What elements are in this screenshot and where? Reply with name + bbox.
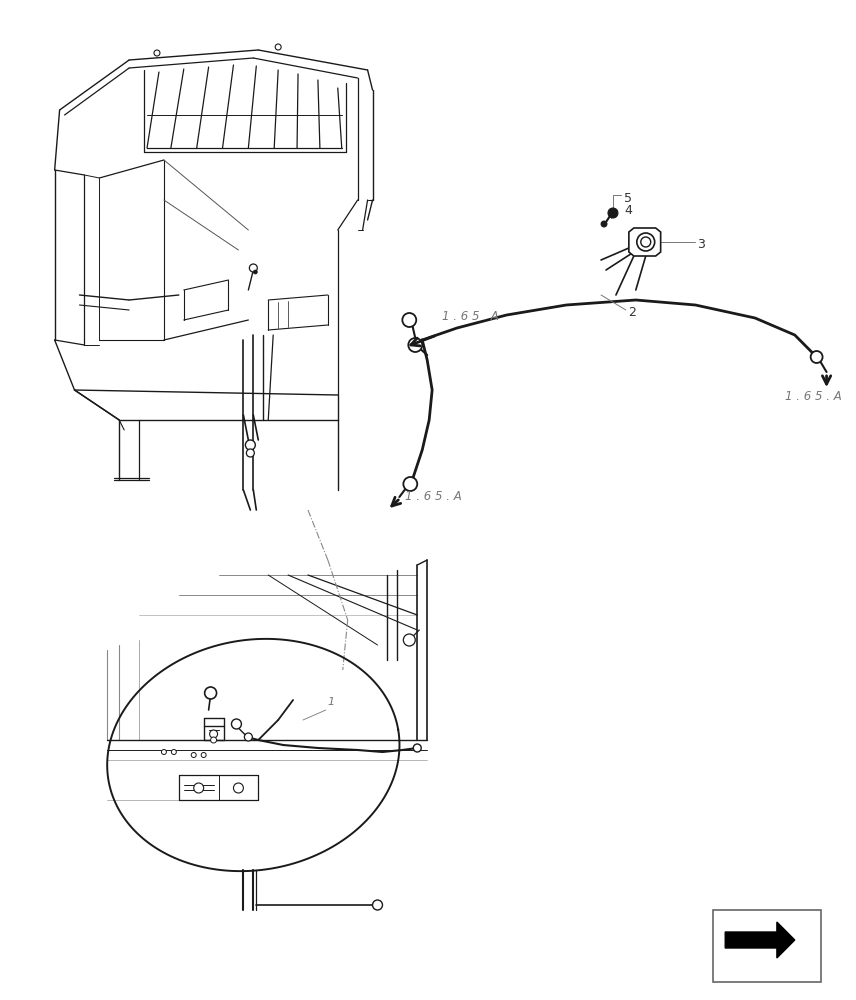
Circle shape [275, 44, 281, 50]
Circle shape [413, 744, 421, 752]
Polygon shape [725, 922, 794, 958]
Circle shape [811, 351, 823, 363]
Text: 3: 3 [698, 238, 705, 251]
Circle shape [245, 733, 253, 741]
Circle shape [403, 477, 417, 491]
Circle shape [403, 634, 415, 646]
Circle shape [641, 237, 651, 247]
Circle shape [402, 313, 416, 327]
Text: 4: 4 [624, 204, 632, 217]
Circle shape [154, 50, 160, 56]
Text: 1 . 6 5 . A: 1 . 6 5 . A [785, 390, 841, 403]
Text: 1: 1 [328, 697, 335, 707]
Text: 2: 2 [627, 306, 636, 318]
Circle shape [210, 730, 217, 738]
Circle shape [637, 233, 655, 251]
Circle shape [247, 449, 254, 457]
Circle shape [201, 752, 206, 758]
Text: 1 . 6 5 . A: 1 . 6 5 . A [406, 490, 462, 503]
Circle shape [408, 338, 422, 352]
Circle shape [601, 221, 607, 227]
Circle shape [253, 270, 258, 274]
Circle shape [234, 783, 243, 793]
Circle shape [249, 264, 258, 272]
Polygon shape [629, 228, 661, 256]
Circle shape [608, 208, 618, 218]
Text: 5: 5 [624, 192, 632, 205]
Circle shape [246, 440, 255, 450]
Circle shape [162, 750, 166, 754]
Text: 1 . 6 5 . A: 1 . 6 5 . A [442, 310, 499, 323]
Circle shape [191, 752, 196, 758]
Circle shape [205, 687, 217, 699]
Bar [713, 910, 821, 982]
Circle shape [231, 719, 241, 729]
Circle shape [372, 900, 383, 910]
Circle shape [211, 737, 217, 743]
Circle shape [171, 750, 176, 754]
Circle shape [193, 783, 204, 793]
